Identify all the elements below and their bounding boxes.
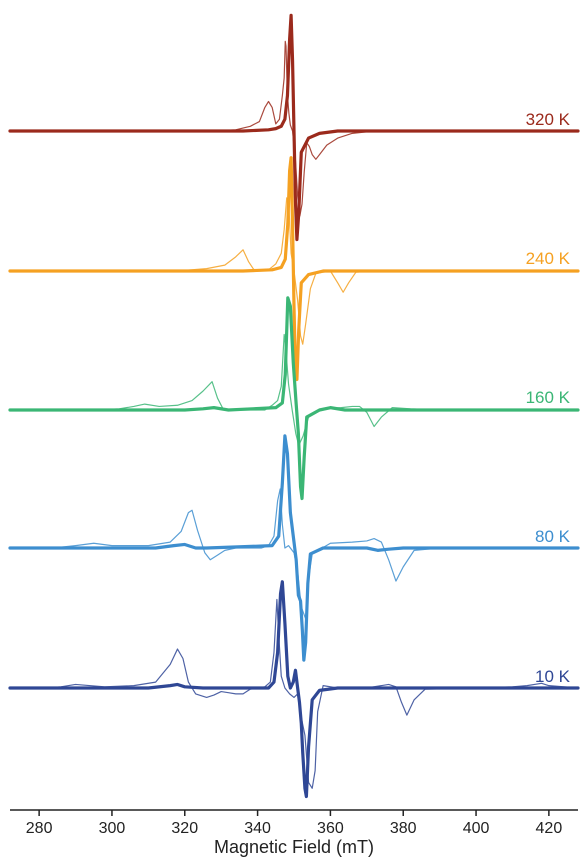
series-layer: 320 K 240 K 160 K 80 K 10 K xyxy=(8,13,580,799)
series-240-k: 240 K xyxy=(8,156,580,382)
experimental-trace xyxy=(9,598,579,789)
series-160-k: 160 K xyxy=(8,296,580,501)
simulated-trace xyxy=(8,296,580,501)
experimental-trace xyxy=(9,197,579,345)
x-tick-label: 320 xyxy=(171,820,198,837)
temperature-label: 160 K xyxy=(526,388,571,407)
x-tick-label: 280 xyxy=(26,820,53,837)
temperature-label: 80 K xyxy=(535,527,571,546)
temperature-label: 240 K xyxy=(526,249,571,268)
simulated-trace xyxy=(8,156,580,382)
x-tick-label: 360 xyxy=(317,820,344,837)
series-80-k: 80 K xyxy=(8,434,580,662)
x-tick-label: 380 xyxy=(390,820,417,837)
x-tick-label: 400 xyxy=(463,820,490,837)
x-tick-label: 300 xyxy=(99,820,126,837)
x-tick-label: 340 xyxy=(244,820,271,837)
x-tick-label: 420 xyxy=(536,820,563,837)
series-10-k: 10 K xyxy=(8,580,580,799)
x-axis-ticks: 280 300 320 340 360 380 400 420 xyxy=(26,810,563,837)
simulated-trace xyxy=(8,434,580,662)
simulated-trace xyxy=(8,580,580,799)
temperature-label: 10 K xyxy=(535,667,571,686)
simulated-trace xyxy=(8,13,580,242)
temperature-label: 320 K xyxy=(526,110,571,129)
experimental-trace xyxy=(9,40,579,217)
x-axis-title: Magnetic Field (mT) xyxy=(214,837,374,857)
series-320-k: 320 K xyxy=(8,13,580,242)
